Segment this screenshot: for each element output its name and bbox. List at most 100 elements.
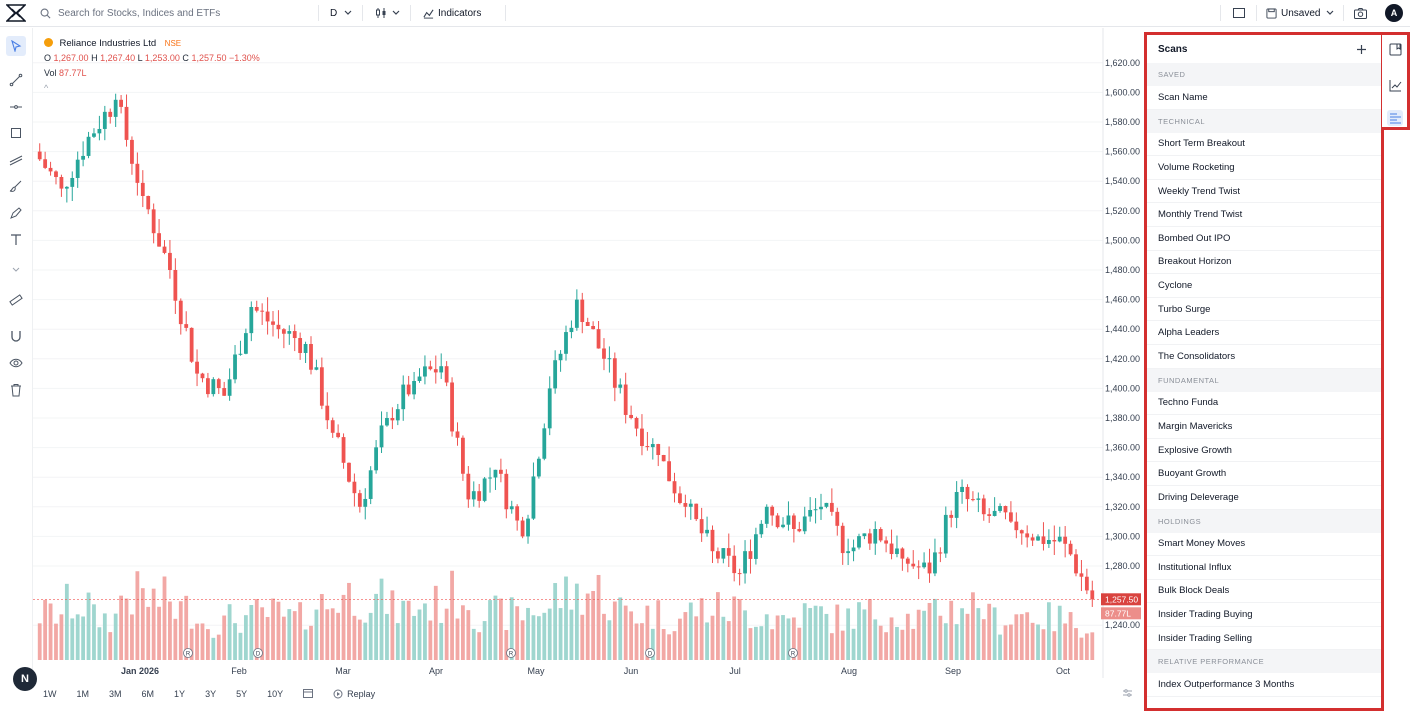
scan-item[interactable]: Weekly Trend Twist: [1147, 180, 1381, 204]
pen-tool[interactable]: [6, 203, 26, 223]
volume-bar: [1025, 612, 1030, 660]
layout-toggle-button[interactable]: [1233, 4, 1245, 22]
scan-section-header: TECHNICAL: [1147, 109, 1381, 133]
rectangle-tool[interactable]: [6, 123, 26, 143]
scan-item[interactable]: Index Outperformance 3 Months: [1147, 673, 1381, 698]
save-layout-button[interactable]: Unsaved: [1266, 4, 1335, 22]
scan-item[interactable]: Bombed Out IPO: [1147, 227, 1381, 251]
scan-item[interactable]: Driving Deleverage: [1147, 486, 1381, 510]
volume-bar: [954, 624, 959, 660]
scan-item[interactable]: Volume Rocketing: [1147, 156, 1381, 180]
plus-icon[interactable]: [1356, 44, 1367, 55]
candle-body: [770, 506, 775, 516]
range-5y[interactable]: 5Y: [236, 689, 248, 699]
user-avatar[interactable]: A: [1385, 4, 1403, 22]
price-chart[interactable]: 1,620.00 1,600.00 1,580.00 1,560.00 1,540.00…: [33, 28, 1145, 678]
range-1y[interactable]: 1Y: [174, 689, 186, 699]
candle-body: [276, 324, 281, 330]
magnet-tool[interactable]: [6, 326, 26, 346]
scan-item[interactable]: Insider Trading Buying: [1147, 603, 1381, 627]
visibility-tool[interactable]: [6, 353, 26, 373]
candle-body: [336, 432, 341, 438]
cursor-tool[interactable]: [6, 36, 26, 56]
scan-item[interactable]: Margin Mavericks: [1147, 415, 1381, 439]
delete-drawings-tool[interactable]: [6, 380, 26, 400]
scan-item[interactable]: Alpha Leaders: [1147, 321, 1381, 345]
symbol-name[interactable]: Reliance Industries Ltd: [59, 38, 157, 49]
scan-item[interactable]: Explosive Growth: [1147, 439, 1381, 463]
chart-panel-button[interactable]: [1387, 77, 1403, 93]
scan-item[interactable]: Breakout Horizon: [1147, 251, 1381, 275]
candle-body: [553, 360, 558, 389]
app-logo-icon[interactable]: [6, 4, 26, 22]
magnet-icon: [11, 331, 21, 342]
candle-body: [54, 171, 58, 178]
volume-bar: [971, 592, 975, 660]
range-10y[interactable]: 10Y: [267, 689, 284, 699]
scans-panel-button[interactable]: [1387, 110, 1403, 126]
trendline-tool[interactable]: [6, 70, 26, 90]
measure-tool[interactable]: [6, 290, 26, 310]
symbol-search[interactable]: Search for Stocks, Indices and ETFs: [40, 5, 310, 22]
channel-tool[interactable]: [6, 150, 26, 170]
volume-bar: [233, 623, 237, 660]
range-1m[interactable]: 1M: [76, 689, 90, 699]
range-3m[interactable]: 3M: [109, 689, 122, 699]
date-range-button[interactable]: [293, 688, 323, 700]
last-volume-tag: 87.77L: [1105, 608, 1131, 618]
volume-bar: [303, 629, 308, 660]
volume-bar: [1041, 629, 1046, 660]
candle-body: [330, 420, 335, 433]
candle-body: [412, 381, 416, 395]
volume-bar: [379, 578, 384, 660]
range-3y[interactable]: 3Y: [205, 689, 217, 699]
volume-bar: [574, 583, 579, 660]
scan-item[interactable]: Smart Money Moves: [1147, 533, 1381, 557]
more-tools-toggle[interactable]: [6, 260, 26, 280]
candlestick-chart[interactable]: 1,620.00 1,600.00 1,580.00 1,560.00 1,540.00…: [33, 28, 1145, 678]
range-1w[interactable]: 1W: [43, 689, 57, 699]
scan-item[interactable]: Techno Funda: [1147, 392, 1381, 416]
text-tool[interactable]: [6, 230, 26, 250]
volume-bar: [1019, 614, 1024, 660]
volume-bar: [238, 632, 243, 660]
scan-item[interactable]: Bulk Block Deals: [1147, 580, 1381, 604]
app-badge[interactable]: N: [13, 667, 37, 691]
scan-item[interactable]: The Consolidators: [1147, 345, 1381, 369]
scan-item[interactable]: Scan Name: [1147, 86, 1381, 110]
volume-bar: [612, 601, 617, 660]
horizontal-line-tool[interactable]: [6, 97, 26, 117]
divider: [1220, 5, 1221, 21]
scan-item[interactable]: Buoyant Growth: [1147, 462, 1381, 486]
volume-bar: [933, 598, 937, 660]
scan-item[interactable]: Institutional Influx: [1147, 556, 1381, 580]
interval-selector[interactable]: D: [330, 4, 353, 22]
scan-item[interactable]: Turbo Surge: [1147, 298, 1381, 322]
screenshot-button[interactable]: [1354, 4, 1367, 22]
parallel-channel-icon: [9, 155, 23, 166]
volume-bar: [1030, 622, 1035, 660]
range-6m[interactable]: 6M: [141, 689, 155, 699]
volume-bar: [998, 634, 1002, 660]
volume-bar: [1052, 631, 1057, 660]
scan-item[interactable]: Monthly Trend Twist: [1147, 203, 1381, 227]
chart-type-selector[interactable]: [375, 4, 401, 22]
replay-button[interactable]: Replay: [323, 689, 385, 699]
indicators-button[interactable]: Indicators: [423, 4, 481, 22]
volume-bar: [927, 602, 932, 660]
scan-item[interactable]: Short Term Breakout: [1147, 133, 1381, 157]
volume-bar: [819, 606, 823, 660]
chart-settings-button[interactable]: [1122, 688, 1141, 701]
price-tick-label: 1,320.00: [1105, 502, 1140, 512]
volume-bar: [222, 615, 227, 660]
scan-item[interactable]: Insider Trading Selling: [1147, 627, 1381, 651]
volume-bar: [146, 606, 151, 660]
time-tick-label: Apr: [429, 666, 443, 676]
legend-collapse-toggle[interactable]: ^: [44, 83, 49, 93]
divider: [318, 5, 319, 21]
watchlist-button[interactable]: [1387, 41, 1403, 57]
scan-item[interactable]: Cyclone: [1147, 274, 1381, 298]
volume-bar: [43, 599, 48, 660]
brush-tool[interactable]: [6, 176, 26, 196]
candle-body: [786, 515, 791, 525]
